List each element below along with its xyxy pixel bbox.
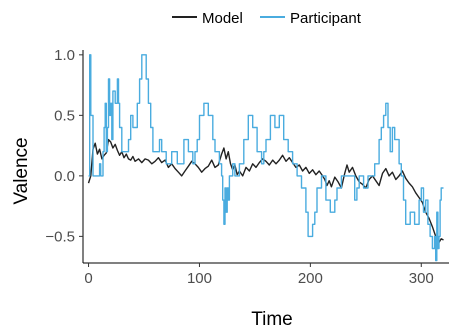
x-tick-label: 100	[187, 270, 212, 287]
x-tick-label: 300	[409, 270, 434, 287]
legend-label-participant: Participant	[290, 10, 362, 27]
series-line-model	[87, 138, 444, 244]
x-tick-label: 200	[298, 270, 323, 287]
legend-label-model: Model	[202, 10, 243, 27]
y-tick-label: 1.0	[54, 47, 75, 64]
y-tick-label: −0.5	[45, 228, 75, 245]
x-tick-label: 0	[84, 270, 92, 287]
plot-area: −0.5 0.0 0.5 1.0 0 100 200 300	[45, 47, 449, 287]
y-axis-title: Valence	[11, 137, 32, 204]
legend: Model Participant	[172, 10, 362, 27]
y-tick-label: 0.5	[54, 107, 75, 124]
y-tick-label: 0.0	[54, 168, 75, 185]
series-line-participant	[88, 54, 444, 262]
x-axis-title: Time	[251, 309, 293, 330]
